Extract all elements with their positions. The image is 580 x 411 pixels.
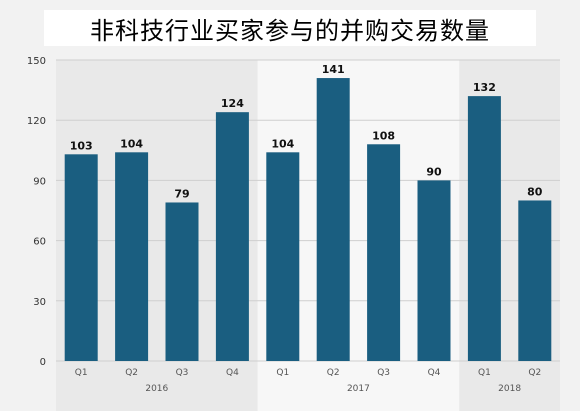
x-tick-label: Q3 xyxy=(176,368,189,378)
group-label: 2018 xyxy=(498,384,521,394)
y-tick-label: 150 xyxy=(27,56,46,67)
x-axis-groups: 2016 2017 2018 xyxy=(145,384,521,394)
y-tick-label: 30 xyxy=(33,297,46,308)
chart-title: 非科技行业买家参与的并购交易数量 xyxy=(90,16,490,45)
bar xyxy=(266,152,300,361)
data-label: 103 xyxy=(70,139,93,152)
y-tick-label: 0 xyxy=(40,357,46,368)
x-tick-label: Q2 xyxy=(125,368,138,378)
x-tick-label: Q3 xyxy=(377,368,390,378)
data-label: 104 xyxy=(120,137,143,150)
bar xyxy=(165,202,199,361)
data-label: 108 xyxy=(372,129,395,142)
bar xyxy=(215,112,249,361)
y-tick-label: 90 xyxy=(33,176,46,187)
data-label: 80 xyxy=(527,185,543,198)
group-label: 2017 xyxy=(347,384,370,394)
bar xyxy=(316,78,350,361)
x-tick-label: Q2 xyxy=(327,368,340,378)
bar xyxy=(417,180,451,361)
data-label-layer: 103 104 79 124 104 141 108 90 132 80 xyxy=(70,63,543,200)
y-tick-label: 120 xyxy=(27,116,46,127)
bar xyxy=(467,96,501,362)
x-tick-label: Q1 xyxy=(478,368,491,378)
data-label: 132 xyxy=(473,81,496,94)
group-label: 2016 xyxy=(145,384,168,394)
data-label: 141 xyxy=(322,63,345,76)
bar xyxy=(518,200,552,361)
x-tick-label: Q1 xyxy=(276,368,289,378)
x-tick-label: Q2 xyxy=(528,368,541,378)
x-tick-label: Q4 xyxy=(428,368,441,378)
x-axis-categories: Q1 Q2 Q3 Q4 Q1 Q2 Q3 Q4 Q1 Q2 xyxy=(75,368,541,378)
bar xyxy=(367,144,401,361)
title-box: 非科技行业买家参与的并购交易数量 xyxy=(44,10,536,46)
y-tick-label: 60 xyxy=(33,237,46,248)
data-label: 79 xyxy=(174,187,189,200)
data-label: 104 xyxy=(271,137,294,150)
bar xyxy=(115,152,149,361)
x-tick-label: Q4 xyxy=(226,368,239,378)
bar xyxy=(64,154,98,361)
data-label: 90 xyxy=(426,165,442,178)
y-axis: 0 30 60 90 120 150 xyxy=(27,56,46,368)
x-tick-label: Q1 xyxy=(75,368,88,378)
data-label: 124 xyxy=(221,97,244,110)
bar-layer xyxy=(64,78,552,362)
